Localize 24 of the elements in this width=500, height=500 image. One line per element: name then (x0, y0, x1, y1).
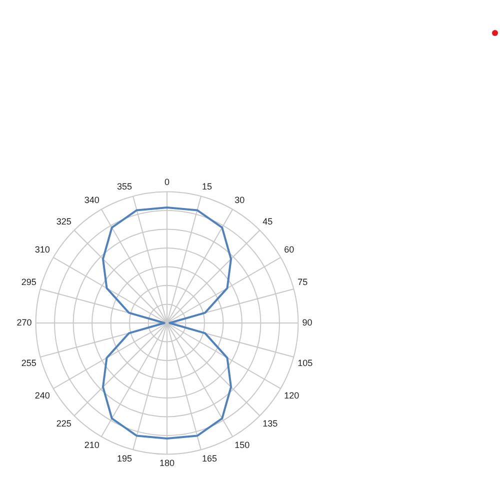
spoke-label: 210 (84, 440, 100, 450)
spoke-label: 340 (84, 195, 100, 205)
spoke-label: 15 (202, 181, 212, 192)
spoke-label: 325 (56, 216, 72, 226)
spoke-label: 135 (262, 418, 278, 428)
spoke-label: 60 (284, 244, 294, 254)
spoke-label: 150 (234, 440, 250, 450)
spoke-label: 120 (284, 390, 300, 400)
spoke-label: 45 (262, 216, 273, 226)
spoke-label: 310 (34, 244, 50, 254)
spoke-label: 195 (116, 453, 132, 464)
spoke-label: 30 (234, 195, 245, 205)
spoke-label: 75 (298, 277, 308, 288)
spoke-label: 240 (34, 390, 50, 400)
spoke-label: 180 (159, 458, 175, 468)
spoke-label: 90 (302, 317, 312, 328)
spoke-label: 0 (164, 176, 170, 187)
spoke-label: 165 (202, 453, 218, 464)
spoke-label: 255 (21, 358, 36, 368)
spoke-label: 355 (116, 181, 132, 192)
spoke-label: 225 (56, 418, 72, 428)
spoke-label: 270 (16, 317, 32, 328)
spoke-label: 295 (21, 277, 36, 288)
spoke-label: 105 (298, 358, 313, 368)
